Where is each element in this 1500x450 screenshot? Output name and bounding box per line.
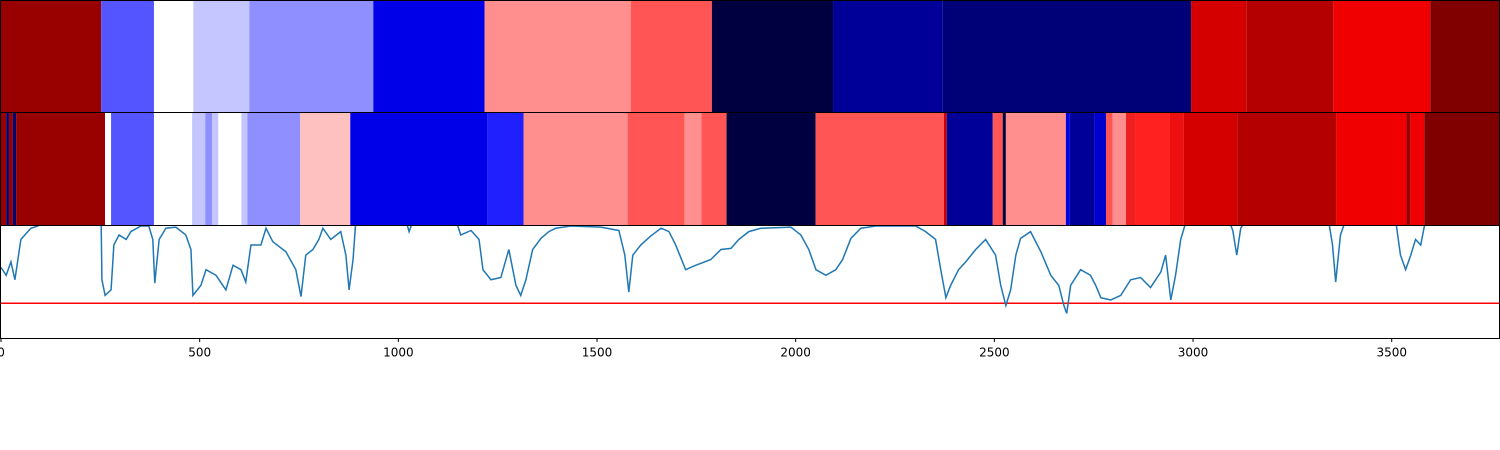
segment (815, 113, 944, 225)
segment (211, 113, 219, 225)
segment (943, 113, 947, 225)
x-tick-label: 0 (0, 346, 5, 360)
segment (523, 113, 628, 225)
segment (247, 113, 301, 225)
segment (484, 1, 631, 112)
segment (1106, 113, 1113, 225)
segment (8, 113, 13, 225)
segment (205, 113, 212, 225)
segment (992, 113, 1003, 225)
score-line (1, 226, 1426, 314)
segment (192, 113, 206, 225)
segment (153, 113, 193, 225)
segment (1125, 113, 1136, 225)
segment (1246, 1, 1334, 112)
segment (946, 113, 993, 225)
segment (1135, 113, 1170, 225)
segment (833, 1, 943, 112)
x-tick-label: 1500 (582, 346, 613, 360)
segment (1, 113, 7, 225)
segment (1336, 113, 1407, 225)
segment (1183, 113, 1238, 225)
segment (6, 113, 9, 225)
x-tick-label: 3500 (1376, 346, 1407, 360)
segment (241, 113, 248, 225)
segment (153, 1, 194, 112)
segment (300, 113, 351, 225)
segment (701, 113, 727, 225)
x-tick-label: 2000 (780, 346, 811, 360)
segment (1333, 1, 1431, 112)
segment (16, 113, 106, 225)
x-tick-label: 2500 (979, 346, 1010, 360)
segment (1237, 113, 1337, 225)
x-tick-label: 1000 (383, 346, 414, 360)
segment (1406, 113, 1411, 225)
segment (487, 113, 524, 225)
segment (726, 113, 816, 225)
segment (1169, 113, 1184, 225)
segment (627, 113, 685, 225)
segment (630, 1, 712, 112)
plot-area (1, 226, 1499, 314)
segment (193, 1, 250, 112)
segment (105, 113, 112, 225)
segment (373, 1, 485, 112)
segment (1005, 113, 1066, 225)
segment (1065, 113, 1070, 225)
segment (249, 1, 374, 112)
segment (111, 113, 154, 225)
segment (1094, 113, 1107, 225)
segment (1191, 1, 1247, 112)
segment (1069, 113, 1095, 225)
x-tick-label: 3000 (1178, 346, 1209, 360)
segment (1002, 113, 1006, 225)
segment (1424, 113, 1499, 225)
segment (1430, 1, 1499, 112)
segment (684, 113, 702, 225)
segment (350, 113, 488, 225)
segment (218, 113, 242, 225)
x-tick-label: 500 (188, 346, 211, 360)
panel-frame (0, 225, 1500, 339)
segment (1410, 113, 1425, 225)
segment (1, 1, 102, 112)
segment (101, 1, 154, 112)
segment (1112, 113, 1126, 225)
segment (711, 1, 834, 112)
segment (12, 113, 17, 225)
segment (942, 1, 1192, 112)
